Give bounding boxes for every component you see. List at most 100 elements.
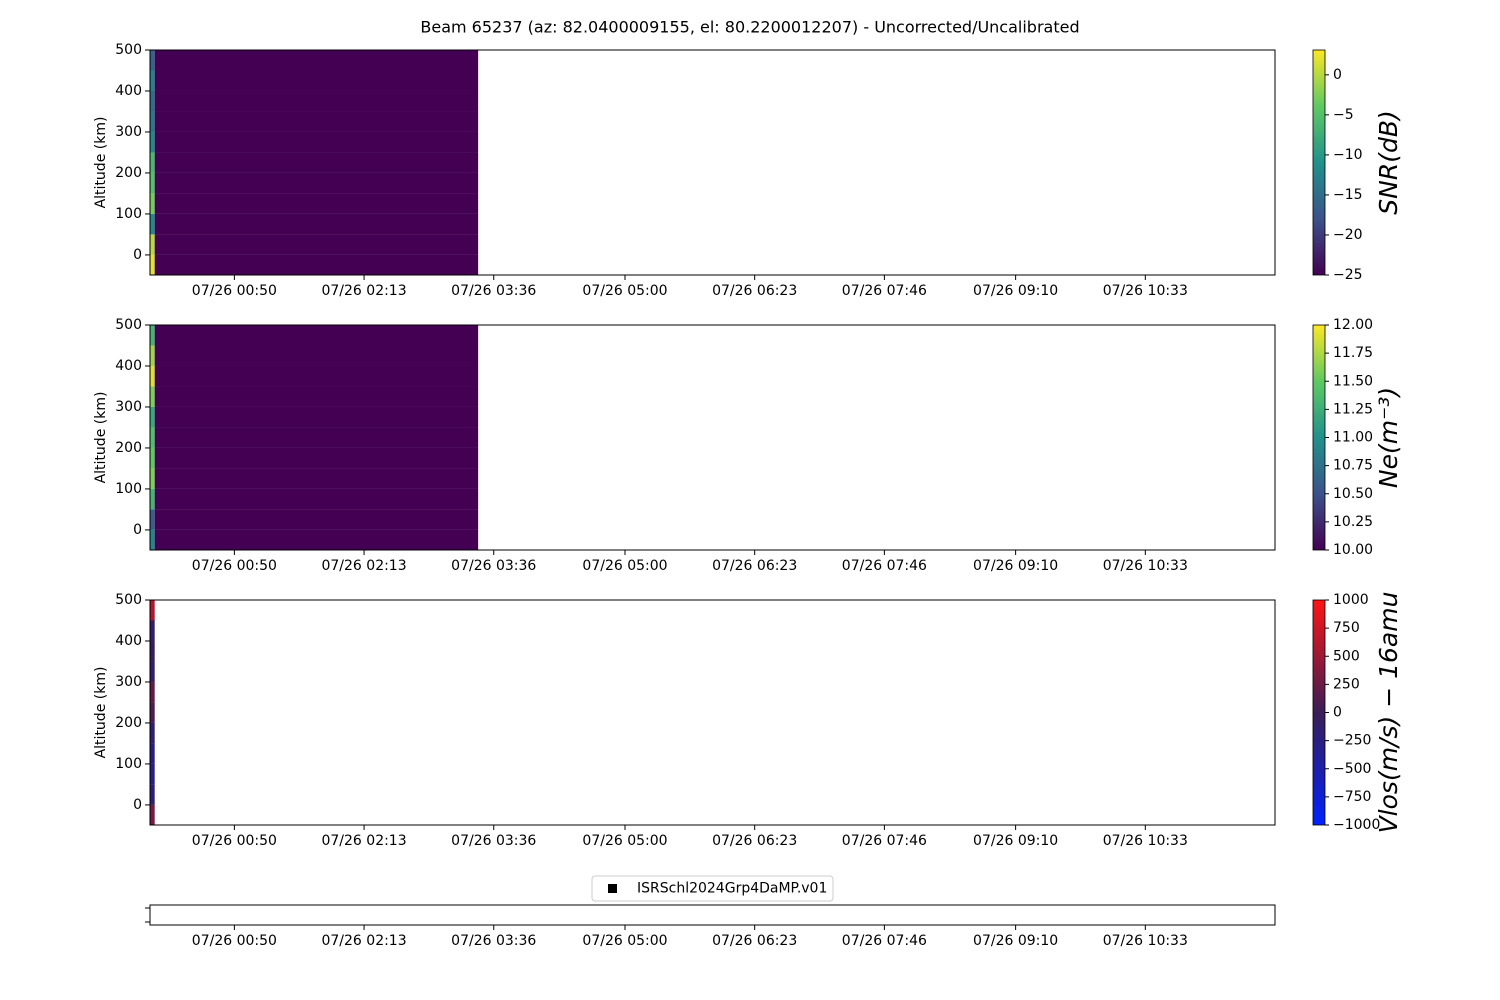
colorbar-tick-label: 10.75	[1333, 458, 1373, 474]
y-tick-label: 300	[115, 399, 142, 415]
y-tick-label: 400	[115, 83, 142, 99]
y-tick-label: 400	[115, 633, 142, 649]
heatmap-cell	[154, 468, 479, 489]
x-tick-label: 07/26 03:36	[451, 283, 536, 299]
x-tick-label: 07/26 09:10	[973, 558, 1058, 574]
x-tick-label: 07/26 02:13	[321, 283, 406, 299]
heatmap-cell	[154, 345, 479, 366]
y-tick-label: 500	[115, 592, 142, 608]
colorbar-tick-label: 500	[1333, 648, 1360, 664]
heatmap-cell	[150, 743, 155, 764]
x-tick-label: 07/26 09:10	[973, 933, 1058, 949]
heatmap-cell	[154, 529, 479, 550]
colorbar-label: Vlos(m/s) − 16amu	[1374, 592, 1403, 834]
heatmap-cell	[150, 468, 155, 489]
colorbar-label: Ne(m⁻³)	[1374, 387, 1403, 488]
y-tick-label: 100	[115, 756, 142, 772]
colorbar	[1312, 324, 1326, 551]
y-tick-label: 300	[115, 674, 142, 690]
heatmap-cell	[150, 50, 155, 71]
heatmap-cell	[150, 600, 155, 621]
colorbar-tick-label: 250	[1333, 676, 1360, 692]
y-tick-label: 100	[115, 206, 142, 222]
heatmap-cell	[154, 488, 479, 510]
colorbar-tick-label: −20	[1333, 227, 1363, 243]
y-axis-label: Altitude (km)	[93, 392, 109, 484]
colorbar	[1312, 599, 1326, 826]
y-tick-label: 200	[115, 165, 142, 181]
heatmap-cell	[154, 50, 479, 71]
x-tick-label: 07/26 07:46	[842, 933, 927, 949]
y-tick-label: 200	[115, 440, 142, 456]
colorbar-tick-label: 750	[1333, 620, 1360, 636]
colorbar-tick-label: 11.75	[1333, 345, 1373, 361]
x-tick-label: 07/26 03:36	[451, 933, 536, 949]
heatmap-cell	[150, 386, 155, 407]
colorbar-tick-label: 10.25	[1333, 514, 1373, 530]
x-tick-label: 07/26 02:13	[321, 933, 406, 949]
colorbar-tick-label: −5	[1333, 107, 1354, 123]
heatmap-cell	[154, 172, 479, 194]
x-tick-label: 07/26 10:33	[1103, 933, 1188, 949]
x-tick-label: 07/26 10:33	[1103, 558, 1188, 574]
plot-frame	[149, 49, 1276, 276]
heatmap-cell	[150, 447, 155, 469]
heatmap-cell	[154, 509, 479, 530]
colorbar-tick-label: 12.00	[1333, 317, 1373, 333]
x-tick-label: 07/26 00:50	[192, 558, 277, 574]
colorbar-tick-label: 11.00	[1333, 430, 1373, 446]
y-axis-label: Altitude (km)	[93, 117, 109, 209]
colorbar-tick-label: −15	[1333, 187, 1363, 203]
heatmap-cell	[150, 529, 155, 550]
x-tick-label: 07/26 05:00	[582, 933, 667, 949]
y-tick-label: 500	[115, 317, 142, 333]
heatmap-cell	[150, 365, 155, 387]
heatmap-cell	[154, 234, 479, 255]
heatmap-cell	[154, 193, 479, 214]
plot-frame	[149, 599, 1276, 826]
x-tick-label: 07/26 05:00	[582, 833, 667, 849]
x-tick-label: 07/26 03:36	[451, 833, 536, 849]
plot-frame	[149, 324, 1276, 551]
heatmap-cell	[154, 70, 479, 91]
x-tick-label: 07/26 07:46	[842, 558, 927, 574]
heatmap-cell	[150, 488, 155, 510]
legend-box	[591, 875, 834, 902]
heatmap-cell	[150, 152, 155, 173]
x-tick-label: 07/26 06:23	[712, 283, 797, 299]
heatmap-cell	[150, 784, 155, 805]
legend-marker	[608, 884, 617, 893]
y-tick-label: 0	[133, 247, 142, 263]
colorbar-tick-label: 0	[1333, 705, 1342, 721]
x-tick-label: 07/26 09:10	[973, 283, 1058, 299]
heatmap-cell	[154, 386, 479, 407]
heatmap-cell	[150, 345, 155, 366]
y-tick-label: 0	[133, 522, 142, 538]
legend-label: ISRSchl2024Grp4DaMP.v01	[637, 881, 827, 897]
x-tick-label: 07/26 06:23	[712, 833, 797, 849]
y-tick-label: 500	[115, 42, 142, 58]
y-tick-label: 400	[115, 358, 142, 374]
heatmap-cell	[150, 763, 155, 785]
heatmap-cell	[154, 111, 479, 132]
colorbar-tick-label: 0	[1333, 67, 1342, 83]
y-tick-label: 100	[115, 481, 142, 497]
x-tick-label: 07/26 03:36	[451, 558, 536, 574]
heatmap-cell	[150, 661, 155, 682]
colorbar-tick-label: −10	[1333, 147, 1363, 163]
heatmap-cell	[150, 234, 155, 255]
x-tick-label: 07/26 05:00	[582, 283, 667, 299]
heatmap-cell	[150, 681, 155, 703]
plot-frame	[149, 904, 1276, 926]
heatmap-cell	[150, 640, 155, 662]
heatmap-cell	[154, 365, 479, 387]
colorbar-tick-label: 1000	[1333, 592, 1369, 608]
heatmap-cell	[154, 427, 479, 448]
heatmap-cell	[150, 172, 155, 194]
x-tick-label: 07/26 07:46	[842, 283, 927, 299]
x-tick-label: 07/26 00:50	[192, 283, 277, 299]
heatmap-cell	[150, 509, 155, 530]
heatmap-cell	[150, 722, 155, 744]
x-tick-label: 07/26 00:50	[192, 833, 277, 849]
heatmap-cell	[150, 111, 155, 132]
